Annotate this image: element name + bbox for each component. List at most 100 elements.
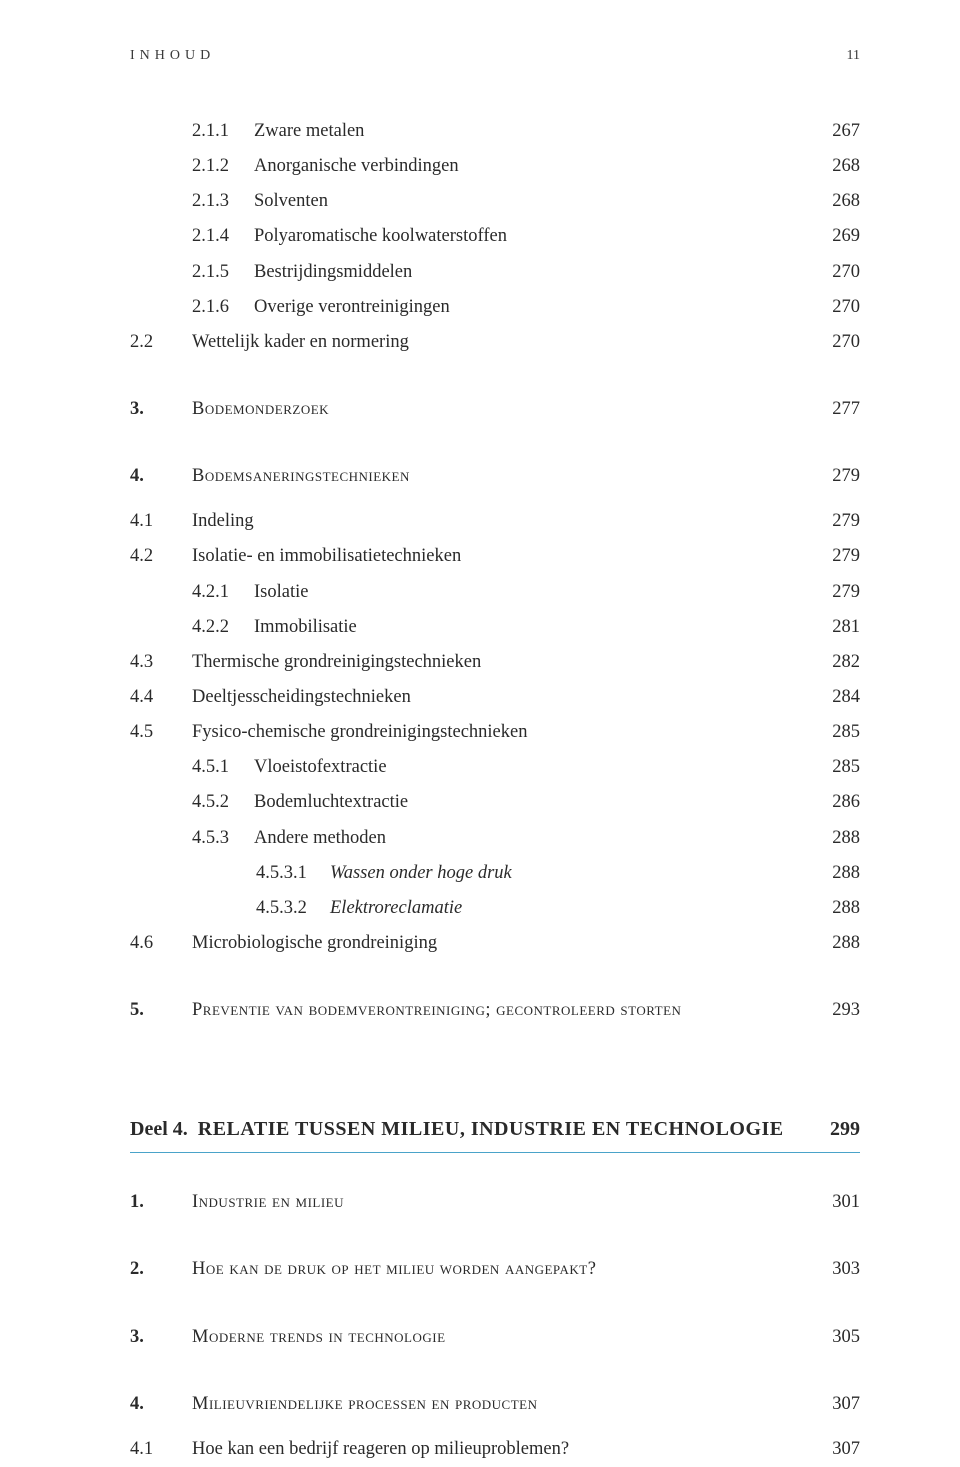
toc-entry: 4.5.3.1 Wassen onder hoge druk 288 (130, 856, 860, 891)
toc-entry: 2.2 Wettelijk kader en normering 270 (130, 325, 860, 360)
toc-label: Bodemonderzoek (192, 392, 816, 427)
toc-num: 2. (130, 1252, 192, 1287)
toc-page: 307 (816, 1387, 860, 1422)
toc-num: 4.5.3 (192, 821, 254, 856)
toc-label: Elektroreclamatie (330, 891, 816, 926)
part-page: 299 (816, 1112, 860, 1146)
toc-entry: 2.1.6 Overige verontreinigingen 270 (130, 290, 860, 325)
header-page: 11 (847, 48, 860, 64)
toc-num: 4.6 (130, 926, 192, 961)
toc-label: Solventen (254, 184, 816, 219)
part-heading: Deel 4. RELATIE TUSSEN MILIEU, INDUSTRIE… (130, 1112, 860, 1153)
toc-num: 2.2 (130, 325, 192, 360)
toc-entry: 4.5.3.2 Elektroreclamatie 288 (130, 891, 860, 926)
toc-page: 270 (816, 255, 860, 290)
toc-num: 1. (130, 1185, 192, 1220)
toc-page: 286 (816, 785, 860, 820)
toc-num: 2.1.6 (192, 290, 254, 325)
toc-num: 2.1.5 (192, 255, 254, 290)
toc-label: Overige verontreinigingen (254, 290, 816, 325)
toc-num: 4.4 (130, 680, 192, 715)
toc-num: 2.1.3 (192, 184, 254, 219)
toc-page: 270 (816, 290, 860, 325)
toc-num: 4.2.2 (192, 610, 254, 645)
toc-page: 293 (816, 993, 860, 1028)
toc-entry: 4.2 Isolatie- en immobilisatietechnieken… (130, 539, 860, 574)
toc-page: 279 (816, 459, 860, 494)
toc-num: 3. (130, 1320, 192, 1355)
toc-page: 269 (816, 219, 860, 254)
toc-num: 3. (130, 392, 192, 427)
toc-page: 303 (816, 1252, 860, 1287)
toc-label: Anorganische verbindingen (254, 149, 816, 184)
toc-num: 4.5.1 (192, 750, 254, 785)
toc-entry: 4.6 Microbiologische grondreiniging 288 (130, 926, 860, 961)
toc-num: 4.3 (130, 645, 192, 680)
toc-num: 4.1 (130, 504, 192, 539)
toc-label: Isolatie- en immobilisatietechnieken (192, 539, 816, 574)
toc-label: Andere methoden (254, 821, 816, 856)
toc-page: 284 (816, 680, 860, 715)
toc-label: Hoe kan de druk op het milieu worden aan… (192, 1252, 816, 1287)
toc-num: 4.5 (130, 715, 192, 750)
toc-label: Vloeistofextractie (254, 750, 816, 785)
toc-entry: 4.2.1 Isolatie 279 (130, 575, 860, 610)
toc-num: 4.1 (130, 1432, 192, 1467)
toc-page: 268 (816, 149, 860, 184)
toc-label: Zware metalen (254, 114, 816, 149)
toc-num: 2.1.4 (192, 219, 254, 254)
toc-num: 5. (130, 993, 192, 1028)
toc-page: 268 (816, 184, 860, 219)
toc-entry: 4.5.1 Vloeistofextractie 285 (130, 750, 860, 785)
toc-num: 2.1.1 (192, 114, 254, 149)
toc-page: 307 (816, 1432, 860, 1467)
toc-entry: 4.5.2 Bodemluchtextractie 286 (130, 785, 860, 820)
toc-page: 279 (816, 575, 860, 610)
running-header: INHOUD 11 (130, 48, 860, 64)
toc-num: 4.2.1 (192, 575, 254, 610)
toc-page: 279 (816, 539, 860, 574)
toc-label: Bodemsaneringstechnieken (192, 459, 816, 494)
toc-page: 285 (816, 715, 860, 750)
toc-chapter: 3. Bodemonderzoek 277 (130, 392, 860, 427)
toc-page: 285 (816, 750, 860, 785)
toc-label: Preventie van bodemverontreiniging; geco… (192, 993, 816, 1028)
toc-page: 288 (816, 891, 860, 926)
toc-page: 279 (816, 504, 860, 539)
toc-label: Polyaromatische koolwaterstoffen (254, 219, 816, 254)
toc-entry: 2.1.4 Polyaromatische koolwaterstoffen 2… (130, 219, 860, 254)
toc-label: Wettelijk kader en normering (192, 325, 816, 360)
toc-page: 270 (816, 325, 860, 360)
toc-label: Wassen onder hoge druk (330, 856, 816, 891)
toc-label: Deeltjesscheidingstechnieken (192, 680, 816, 715)
toc-num: 4.5.2 (192, 785, 254, 820)
toc-entry: 4.2.2 Immobilisatie 281 (130, 610, 860, 645)
toc-num: 4. (130, 459, 192, 494)
toc-entry: 2.1.2 Anorganische verbindingen 268 (130, 149, 860, 184)
toc-label: Bodemluchtextractie (254, 785, 816, 820)
toc-label: Fysico-chemische grondreinigingstechniek… (192, 715, 816, 750)
toc-chapter: 4. Milieuvriendelijke processen en produ… (130, 1387, 860, 1422)
toc-label: Moderne trends in technologie (192, 1320, 816, 1355)
toc-entry: 4.4 Deeltjesscheidingstechnieken 284 (130, 680, 860, 715)
toc-entry: 2.1.3 Solventen 268 (130, 184, 860, 219)
toc-label: Immobilisatie (254, 610, 816, 645)
toc-chapter: 3. Moderne trends in technologie 305 (130, 1320, 860, 1355)
toc-num: 4. (130, 1387, 192, 1422)
header-label: INHOUD (130, 48, 215, 64)
toc-entry: 4.5 Fysico-chemische grondreinigingstech… (130, 715, 860, 750)
toc-chapter: 5. Preventie van bodemverontreiniging; g… (130, 993, 860, 1028)
toc-page: 288 (816, 926, 860, 961)
toc-entry: 4.1 Indeling 279 (130, 504, 860, 539)
toc-entry: 4.3 Thermische grondreinigingstechnieken… (130, 645, 860, 680)
toc-label: Bestrijdingsmiddelen (254, 255, 816, 290)
toc-page: 282 (816, 645, 860, 680)
toc-chapter: 1. Industrie en milieu 301 (130, 1185, 860, 1220)
toc-page: 305 (816, 1320, 860, 1355)
toc-label: Milieuvriendelijke processen en producte… (192, 1387, 816, 1422)
toc-entry: 2.1.5 Bestrijdingsmiddelen 270 (130, 255, 860, 290)
toc-num: 4.5.3.1 (256, 856, 330, 891)
toc-entry: 4.1 Hoe kan een bedrijf reageren op mili… (130, 1432, 860, 1467)
toc-label: Hoe kan een bedrijf reageren op milieupr… (192, 1432, 816, 1467)
toc-label: Isolatie (254, 575, 816, 610)
